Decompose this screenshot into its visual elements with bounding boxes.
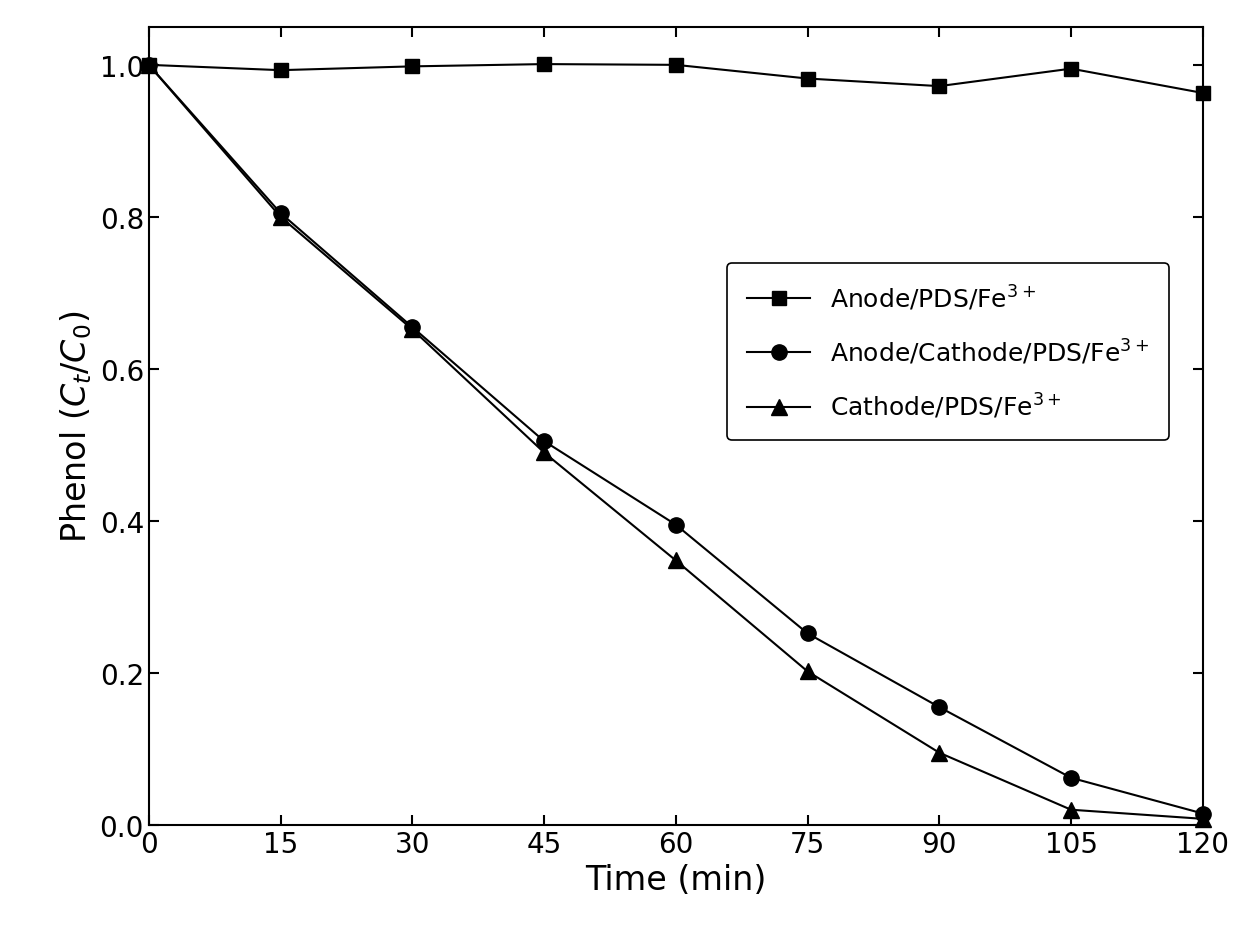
Anode/Cathode/PDS/Fe$^{3+}$ — [404, 323, 419, 334]
Anode/Cathode/PDS/Fe$^{3+}$ — [1195, 808, 1210, 819]
Anode/PDS/Fe$^{3+}$ — [932, 82, 947, 93]
Anode/PDS/Fe$^{3+}$ — [1195, 88, 1210, 99]
Anode/Cathode/PDS/Fe$^{3+}$ — [537, 436, 552, 447]
Anode/PDS/Fe$^{3+}$ — [404, 62, 419, 73]
Cathode/PDS/Fe$^{3+}$ — [932, 747, 947, 758]
Cathode/PDS/Fe$^{3+}$ — [404, 324, 419, 336]
Anode/Cathode/PDS/Fe$^{3+}$ — [1064, 772, 1079, 783]
Line: Cathode/PDS/Fe$^{3+}$: Cathode/PDS/Fe$^{3+}$ — [141, 58, 1210, 827]
Anode/Cathode/PDS/Fe$^{3+}$ — [800, 629, 815, 640]
X-axis label: Time (min): Time (min) — [585, 863, 766, 896]
Anode/PDS/Fe$^{3+}$ — [800, 74, 815, 85]
Legend: Anode/PDS/Fe$^{3+}$, Anode/Cathode/PDS/Fe$^{3+}$, Cathode/PDS/Fe$^{3+}$: Anode/PDS/Fe$^{3+}$, Anode/Cathode/PDS/F… — [728, 263, 1169, 441]
Cathode/PDS/Fe$^{3+}$ — [1064, 805, 1079, 816]
Anode/Cathode/PDS/Fe$^{3+}$ — [141, 60, 156, 71]
Cathode/PDS/Fe$^{3+}$ — [273, 212, 288, 223]
Anode/PDS/Fe$^{3+}$ — [141, 60, 156, 71]
Y-axis label: Phenol ($C_t$/$C_0$): Phenol ($C_t$/$C_0$) — [58, 311, 94, 542]
Line: Anode/Cathode/PDS/Fe$^{3+}$: Anode/Cathode/PDS/Fe$^{3+}$ — [141, 58, 1210, 821]
Line: Anode/PDS/Fe$^{3+}$: Anode/PDS/Fe$^{3+}$ — [141, 58, 1210, 101]
Anode/PDS/Fe$^{3+}$ — [668, 60, 683, 71]
Anode/PDS/Fe$^{3+}$ — [537, 59, 552, 70]
Cathode/PDS/Fe$^{3+}$ — [141, 60, 156, 71]
Cathode/PDS/Fe$^{3+}$ — [537, 448, 552, 459]
Anode/Cathode/PDS/Fe$^{3+}$ — [273, 209, 288, 220]
Cathode/PDS/Fe$^{3+}$ — [668, 555, 683, 566]
Cathode/PDS/Fe$^{3+}$ — [800, 667, 815, 678]
Anode/Cathode/PDS/Fe$^{3+}$ — [668, 519, 683, 530]
Anode/Cathode/PDS/Fe$^{3+}$ — [932, 702, 947, 713]
Anode/PDS/Fe$^{3+}$ — [273, 66, 288, 77]
Anode/PDS/Fe$^{3+}$ — [1064, 64, 1079, 75]
Cathode/PDS/Fe$^{3+}$ — [1195, 813, 1210, 824]
